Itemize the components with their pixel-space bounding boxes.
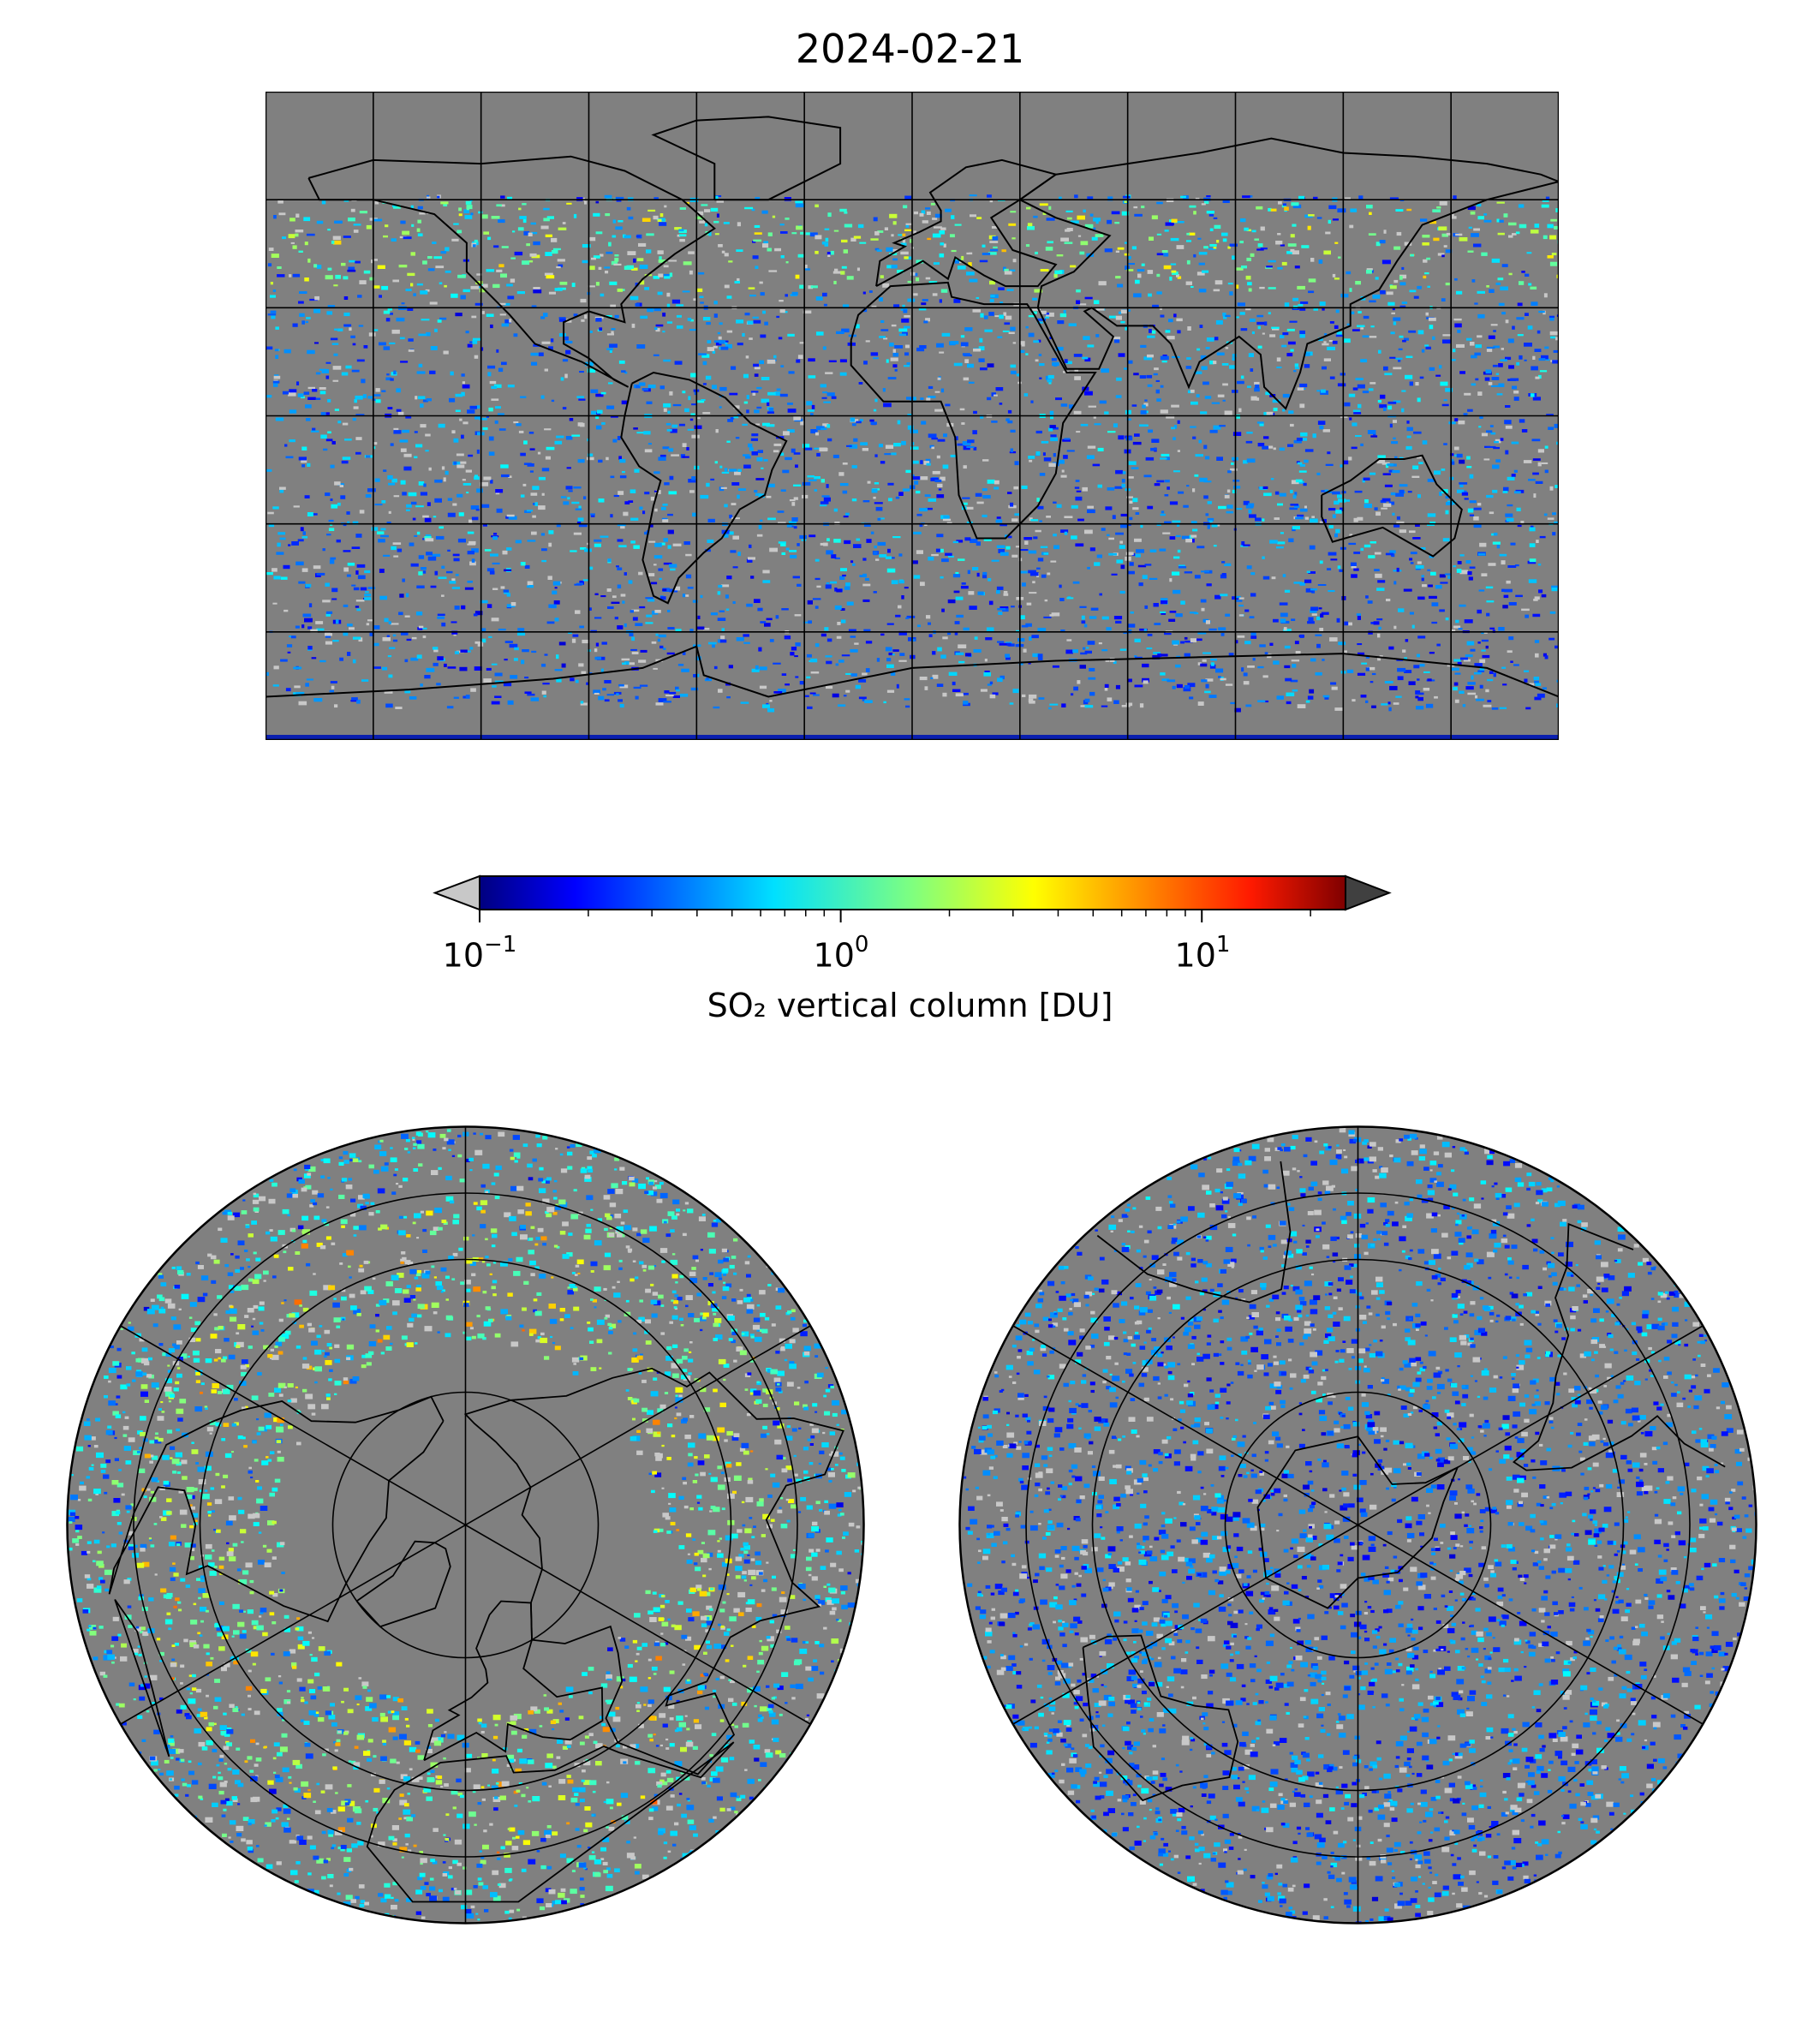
south-polar-map <box>958 1125 1757 1925</box>
colorbar-tick-label: 10−1 <box>442 932 517 975</box>
north-coastlines <box>108 1367 844 1903</box>
colorbar-under-extension <box>433 874 480 911</box>
global-gridlines <box>266 92 1559 740</box>
global-map <box>266 92 1559 740</box>
north-polar-map <box>66 1125 865 1925</box>
south-gridlines <box>1012 1126 1704 1924</box>
colorbar-tick-label: 100 <box>813 932 869 975</box>
colorbar-gradient <box>479 875 1346 910</box>
colorbar <box>433 874 1392 922</box>
colorbar-label: SO₂ vertical column [DU] <box>707 987 1113 1024</box>
colorbar-tick-label: 101 <box>1174 932 1231 975</box>
figure-title: 2024-02-21 <box>795 26 1025 72</box>
north-gridlines <box>120 1126 811 1924</box>
colorbar-over-extension <box>1345 874 1392 911</box>
